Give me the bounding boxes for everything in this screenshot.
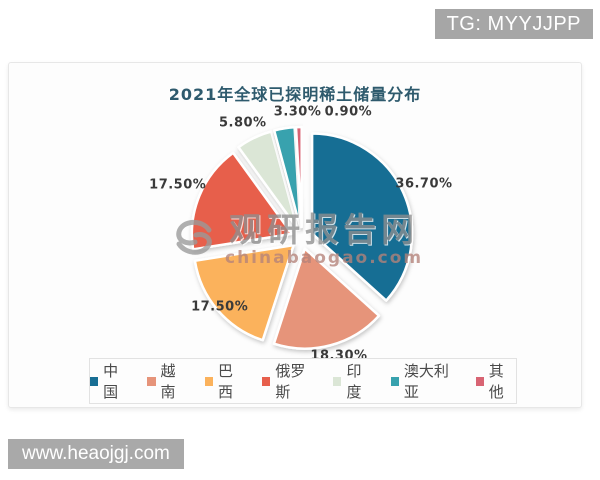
legend-item-label: 越南 <box>160 362 176 401</box>
legend: 中国 越南 巴西 俄罗斯 印度 澳大利亚 其他 <box>89 358 517 404</box>
legend-item: 其他 <box>475 360 516 402</box>
slice-label: 0.90% <box>324 104 373 120</box>
legend-item: 俄罗斯 <box>262 360 316 402</box>
slice-label: 3.30% <box>273 104 322 120</box>
legend-item: 中国 <box>90 360 130 402</box>
legend-swatch <box>333 376 342 386</box>
slice-label: 17.50% <box>149 177 207 193</box>
legend-item: 印度 <box>333 360 373 402</box>
legend-item-label: 其他 <box>488 362 504 401</box>
slice-label: 17.50% <box>191 299 249 315</box>
legend-swatch <box>204 376 213 386</box>
pie-slice-2 <box>272 247 381 350</box>
legend-item-label: 中国 <box>103 362 119 401</box>
chart-card: 2021年全球已探明稀土储量分布 36.70% 18.30% 17.50% 17.50… <box>8 62 582 408</box>
pie-slice-1 <box>310 132 414 302</box>
legend-swatch <box>475 376 484 386</box>
legend-swatch <box>262 376 271 386</box>
legend-item: 巴西 <box>204 360 245 402</box>
legend-item-label: 巴西 <box>217 362 233 401</box>
legend-item-label: 俄罗斯 <box>275 362 306 401</box>
legend-swatch <box>90 376 99 386</box>
legend-item-label: 澳大利亚 <box>403 362 449 401</box>
pie-slice-5 <box>237 130 299 230</box>
site-badge: www.heaojgj.com <box>8 439 184 469</box>
slice-label: 36.70% <box>395 176 453 192</box>
pie-chart <box>190 125 414 350</box>
legend-item: 澳大利亚 <box>390 360 459 402</box>
chart-title: 2021年全球已探明稀土储量分布 <box>168 85 422 104</box>
tg-badge: TG: MYYJJPP <box>434 9 593 39</box>
pie-slice-3 <box>193 243 295 342</box>
legend-item: 越南 <box>147 360 187 402</box>
legend-item-label: 印度 <box>346 362 362 401</box>
legend-swatch <box>390 376 399 386</box>
pie-slice-6 <box>272 126 302 229</box>
pie-slice-7 <box>294 125 303 229</box>
legend-swatch <box>147 376 156 386</box>
slice-label: 5.80% <box>218 115 267 131</box>
